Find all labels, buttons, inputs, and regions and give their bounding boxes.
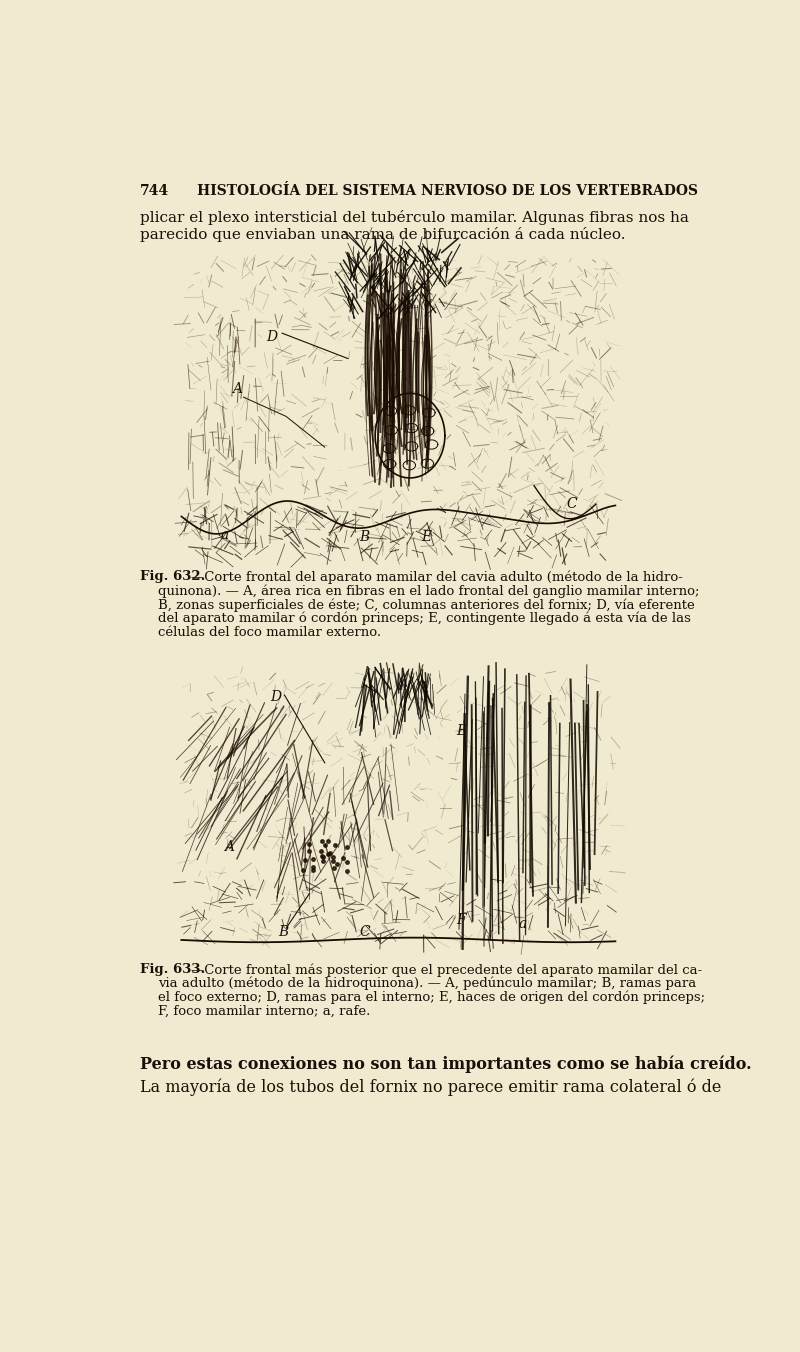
Text: Fig. 633.: Fig. 633. (140, 963, 206, 976)
Text: B: B (360, 530, 370, 545)
Text: C: C (566, 498, 577, 511)
Text: A: A (232, 381, 242, 396)
Text: —Corte frontal del aparato mamilar del cavia adulto (método de la hidro-: —Corte frontal del aparato mamilar del c… (191, 571, 683, 584)
Text: a: a (220, 529, 228, 542)
Text: 744: 744 (140, 184, 170, 197)
Text: D: D (270, 690, 282, 703)
Text: F, foco mamilar interno; a, rafe.: F, foco mamilar interno; a, rafe. (158, 1005, 370, 1018)
Bar (182, 250, 615, 562)
Text: el foco externo; D, ramas para el interno; E, haces de origen del cordón princep: el foco externo; D, ramas para el intern… (158, 991, 706, 1005)
Text: —Corte frontal más posterior que el precedente del aparato mamilar del ca-: —Corte frontal más posterior que el prec… (191, 963, 702, 976)
Text: Pero estas conexiones no son tan importantes como se había creído.: Pero estas conexiones no son tan importa… (140, 1056, 752, 1073)
Text: HISTOLOGÍA DEL SISTEMA NERVIOSO DE LOS VERTEBRADOS: HISTOLOGÍA DEL SISTEMA NERVIOSO DE LOS V… (197, 184, 698, 197)
Text: parecido que enviaban una rama de bifurcación á cada núcleo.: parecido que enviaban una rama de bifurc… (140, 227, 626, 242)
Text: B: B (278, 925, 289, 938)
Text: F: F (457, 913, 466, 927)
Text: a: a (518, 917, 526, 930)
Text: del aparato mamilar ó cordón princeps; E, contingente llegado á esta vía de las: del aparato mamilar ó cordón princeps; E… (158, 612, 691, 626)
Text: D: D (266, 330, 278, 345)
Text: células del foco mamilar externo.: células del foco mamilar externo. (158, 626, 382, 638)
Text: plicar el plexo intersticial del tubérculo mamilar. Algunas fibras nos ha: plicar el plexo intersticial del tubércu… (140, 210, 689, 224)
Text: E: E (457, 725, 466, 738)
Text: La mayoría de los tubos del fornix no parece emitir rama colateral ó de: La mayoría de los tubos del fornix no pa… (140, 1079, 722, 1096)
Text: Fig. 632.: Fig. 632. (140, 571, 206, 583)
Text: quinona). — A, área rica en fibras en el lado frontal del ganglio mamilar intern: quinona). — A, área rica en fibras en el… (158, 584, 700, 598)
Text: B, zonas superficiales de éste; C, columnas anteriores del fornix; D, vía eferen: B, zonas superficiales de éste; C, colum… (158, 598, 695, 611)
Text: A: A (224, 840, 234, 854)
Text: E: E (422, 530, 432, 545)
Text: via adulto (método de la hidroquinona). — A, pedúnculo mamilar; B, ramas para: via adulto (método de la hidroquinona). … (158, 977, 696, 991)
Text: C: C (360, 925, 370, 938)
